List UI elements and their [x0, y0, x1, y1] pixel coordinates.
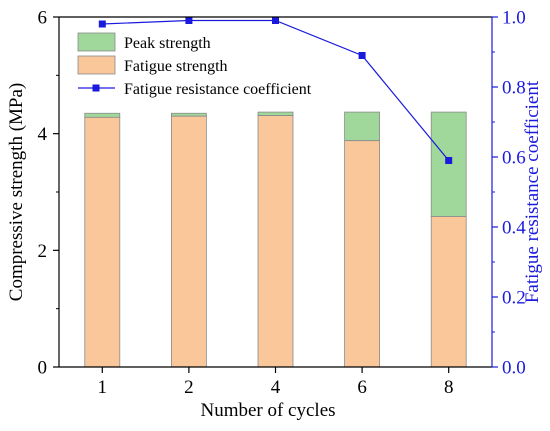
- x-tick-label: 8: [444, 377, 454, 398]
- bar-peak-strength: [257, 111, 294, 116]
- y2-tick-label: 1.0: [502, 8, 526, 29]
- bar-fatigue-strength: [170, 115, 207, 368]
- bar-peak-strength: [170, 112, 207, 117]
- point-fatigue-resistance-coefficient: [272, 17, 279, 24]
- point-fatigue-resistance-coefficient: [445, 157, 453, 164]
- bar-peak-strength: [344, 111, 381, 142]
- bar-fatigue-strength: [344, 140, 381, 368]
- bar-fatigue-strength: [84, 116, 121, 368]
- y2-tick-label: 0.8: [502, 78, 526, 99]
- y2-tick-label: 0.6: [502, 148, 526, 169]
- x-axis-title: Number of cycles: [200, 400, 335, 421]
- y-tick-label: 4: [38, 124, 48, 145]
- y-axis-title: Compressive strength (MPa): [6, 83, 27, 301]
- ticks-layer: 0 2 4 6 0.0 0.2 0.4 0.6 0.8 1.0 1 2 4 6 8: [38, 8, 527, 399]
- bar-fatigue-strength: [430, 216, 467, 368]
- legend: Peak strength Fatigue strength Fatigue r…: [77, 32, 312, 98]
- legend-label-fatigue: Fatigue strength: [124, 58, 228, 75]
- x-tick-label: 2: [184, 377, 194, 398]
- bar-fatigue-strength: [257, 115, 294, 368]
- legend-swatch-fatigue: [77, 55, 116, 75]
- legend-label-peak: Peak strength: [124, 35, 211, 52]
- line-layer: [98, 17, 453, 164]
- legend-marker-coefficient: [92, 84, 100, 92]
- y-tick-label: 0: [38, 358, 48, 379]
- bar-peak-strength: [84, 112, 121, 118]
- y2-axis-title: Fatigue resistance coefficient: [522, 80, 543, 303]
- y2-tick-label: 0.0: [502, 358, 526, 379]
- y-tick-label: 6: [38, 8, 48, 29]
- bars-layer: [84, 111, 467, 368]
- point-fatigue-resistance-coefficient: [185, 17, 193, 24]
- point-fatigue-resistance-coefficient: [358, 52, 366, 59]
- y2-tick-label: 0.4: [502, 218, 526, 239]
- point-fatigue-resistance-coefficient: [98, 20, 106, 28]
- bar-peak-strength: [430, 111, 467, 217]
- x-tick-label: 1: [98, 377, 108, 398]
- legend-label-coefficient: Fatigue resistance coefficient: [124, 81, 312, 98]
- x-tick-label: 4: [271, 377, 281, 398]
- legend-swatch-peak: [77, 32, 116, 52]
- x-tick-label: 6: [357, 377, 367, 398]
- y2-tick-label: 0.2: [502, 288, 526, 309]
- y-tick-label: 2: [38, 241, 48, 262]
